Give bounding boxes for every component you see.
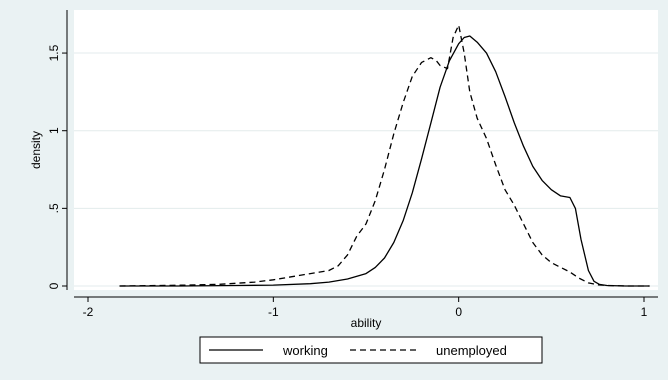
- plot-area: [74, 10, 658, 290]
- y-tick-label-3: 1.5: [47, 44, 61, 61]
- y-tick-label-1: .5: [47, 203, 61, 213]
- x-tick-label-3: 1: [641, 305, 648, 319]
- series-lines: [119, 24, 650, 287]
- x-tick-label-0: -2: [83, 305, 94, 319]
- grid-lines: [74, 52, 658, 287]
- y-tick-label-0: 0: [47, 282, 61, 289]
- y-axis-label: density: [29, 131, 43, 169]
- legend-label-unemployed: unemployed: [436, 343, 507, 358]
- axes: [66, 10, 658, 298]
- x-ticks: -2 -1 0 1: [83, 297, 648, 319]
- legend: working unemployed: [199, 336, 543, 364]
- x-tick-label-2: 0: [455, 305, 462, 319]
- series-line-unemployed: [119, 24, 650, 287]
- y-ticks: 0 .5 1 1.5: [47, 44, 67, 289]
- x-axis-label: ability: [351, 316, 382, 330]
- y-tick-label-2: 1: [47, 127, 61, 134]
- series-line-working: [119, 35, 650, 287]
- x-tick-label-1: -1: [268, 305, 279, 319]
- legend-label-working: working: [282, 343, 328, 358]
